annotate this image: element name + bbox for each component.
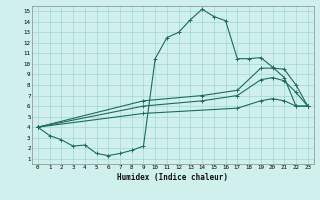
X-axis label: Humidex (Indice chaleur): Humidex (Indice chaleur) (117, 173, 228, 182)
